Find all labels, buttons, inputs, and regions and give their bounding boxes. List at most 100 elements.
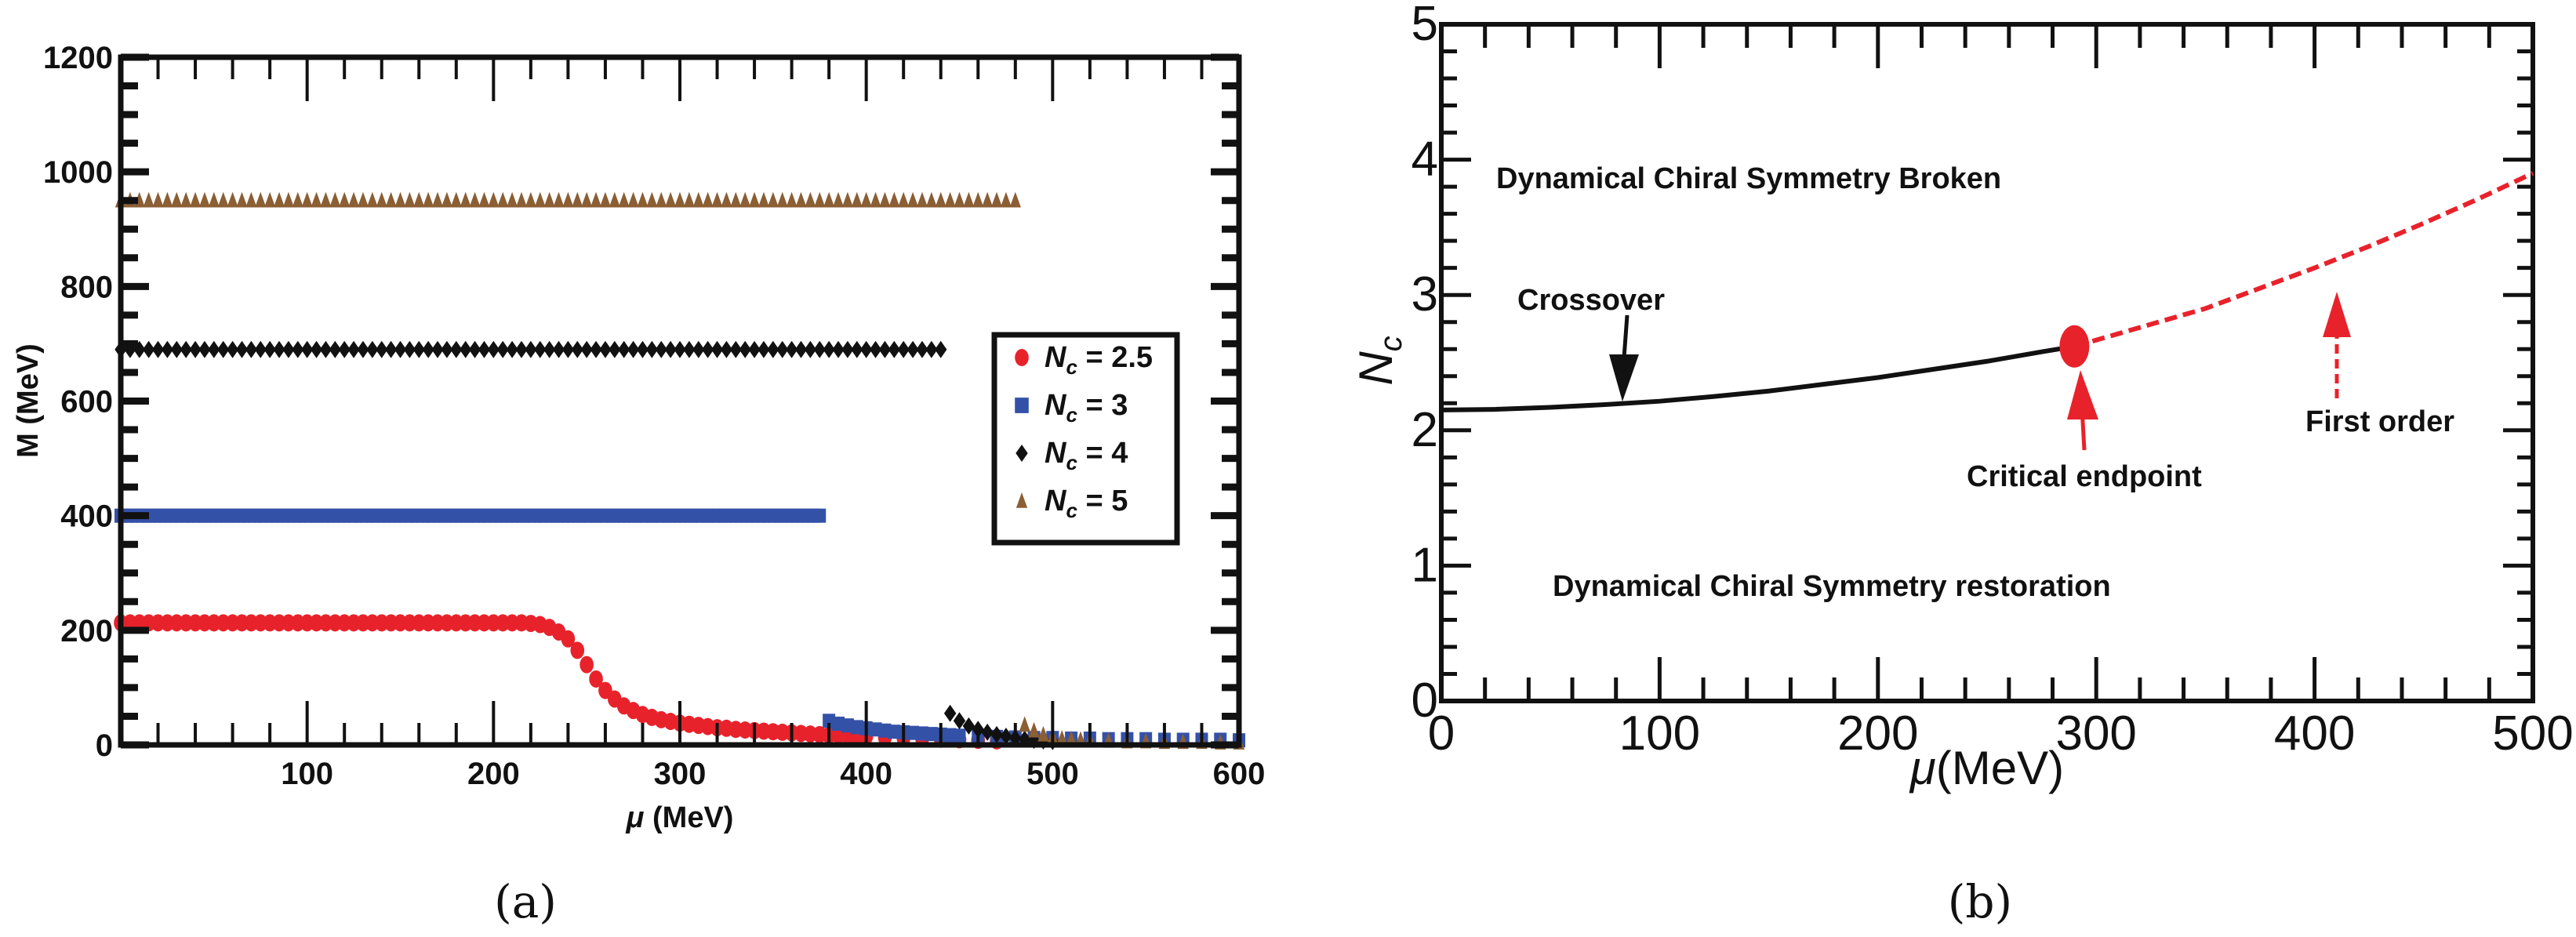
data-point	[469, 191, 481, 208]
data-point	[916, 340, 928, 358]
legend-label: Nc = 2.5	[1045, 341, 1153, 379]
data-point	[263, 191, 276, 208]
data-point	[133, 340, 146, 358]
c-subscript: c	[1374, 336, 1408, 351]
data-point	[721, 191, 732, 208]
x-tick-label: 300	[654, 757, 707, 791]
data-point	[273, 340, 285, 358]
data-point	[161, 340, 174, 358]
data-point	[339, 191, 351, 208]
mu-symbol: μ	[1909, 742, 1936, 794]
data-point	[208, 340, 220, 358]
data-point	[925, 191, 937, 208]
data-point	[189, 191, 202, 208]
legend-sub: c	[1066, 451, 1077, 474]
data-point	[869, 340, 882, 358]
data-point	[943, 704, 957, 722]
legend-item: Nc = 5	[1016, 485, 1128, 522]
data-point	[888, 340, 901, 358]
data-point	[412, 340, 425, 358]
data-point	[1019, 716, 1030, 732]
data-point	[488, 191, 500, 208]
data-point	[570, 641, 585, 659]
data-point	[441, 191, 453, 208]
data-point	[320, 191, 332, 208]
data-point	[441, 340, 453, 358]
legend-value: = 4	[1077, 437, 1128, 470]
data-point	[217, 191, 229, 208]
data-point	[935, 191, 946, 208]
legend-value: = 5	[1077, 485, 1128, 518]
data-point	[282, 340, 295, 358]
data-point	[609, 340, 621, 358]
x-tick-label: 300	[2055, 706, 2136, 761]
data-point	[245, 191, 257, 208]
data-point	[907, 340, 919, 358]
data-point	[851, 191, 863, 208]
data-point	[683, 191, 696, 208]
data-point	[580, 656, 594, 674]
annotation-first-order: First order	[2305, 405, 2454, 438]
panel-b: 0 1 2 3 4 5 0 100 200 300 400 500 Nc μ(MeV) Dynamic…	[1350, 0, 2574, 928]
data-point	[859, 340, 873, 358]
data-point	[618, 191, 630, 208]
annotation-critical-endpoint: Critical endpoint	[1967, 460, 2202, 493]
data-point	[758, 340, 770, 358]
data-point	[235, 340, 249, 358]
data-point	[506, 191, 518, 208]
data-point	[198, 340, 211, 358]
data-point	[692, 340, 705, 358]
data-point	[776, 340, 789, 358]
data-point	[981, 723, 994, 741]
data-point	[422, 340, 434, 358]
y-tick-label: 0	[1412, 674, 1438, 728]
panel-b-caption: (b)	[1948, 875, 2012, 928]
data-point	[357, 340, 369, 358]
data-point	[599, 191, 612, 208]
data-point	[656, 191, 667, 208]
data-point	[496, 340, 509, 358]
data-point	[907, 191, 919, 208]
data-point	[561, 340, 575, 358]
series-triangle	[114, 191, 1245, 750]
data-point	[217, 340, 230, 358]
data-point	[636, 340, 649, 358]
data-point	[152, 191, 164, 208]
first-order-arrow	[2323, 292, 2351, 398]
data-point	[944, 191, 956, 208]
data-point	[664, 191, 677, 208]
data-point	[385, 191, 397, 208]
crossover-arrow	[1609, 314, 1639, 401]
legend-item: Nc = 2.5	[1015, 341, 1153, 379]
data-point	[572, 191, 583, 208]
data-point	[151, 340, 165, 358]
data-point	[897, 340, 910, 358]
data-point	[515, 191, 528, 208]
data-point	[888, 191, 900, 208]
legend-n: N	[1045, 389, 1067, 422]
data-point	[310, 340, 323, 358]
y-tick-label: 1000	[43, 155, 113, 190]
data-point	[701, 340, 714, 358]
data-point	[227, 191, 238, 208]
data-point	[710, 340, 724, 358]
data-point	[170, 340, 183, 358]
data-point	[953, 712, 966, 730]
x-tick-label: 100	[281, 757, 333, 791]
y-tick-label: 1	[1412, 538, 1438, 592]
data-point	[637, 191, 649, 208]
data-point	[860, 191, 872, 208]
data-point	[143, 191, 154, 208]
y-tick-label: 200	[60, 614, 113, 648]
x-tick-label: 500	[2492, 706, 2573, 761]
data-point	[814, 191, 826, 208]
data-point	[785, 340, 798, 358]
data-point	[468, 340, 481, 358]
legend-value: = 2.5	[1077, 341, 1153, 374]
data-point	[935, 340, 947, 358]
data-point	[329, 340, 342, 358]
data-point	[1009, 191, 1021, 208]
y-tick-label: 0	[96, 728, 113, 763]
panel-a-tick-labels: 0 200 400 600 800 1000 1200 100 200 300 400 500 600	[43, 41, 1265, 791]
x-tick-label: 400	[840, 757, 892, 791]
